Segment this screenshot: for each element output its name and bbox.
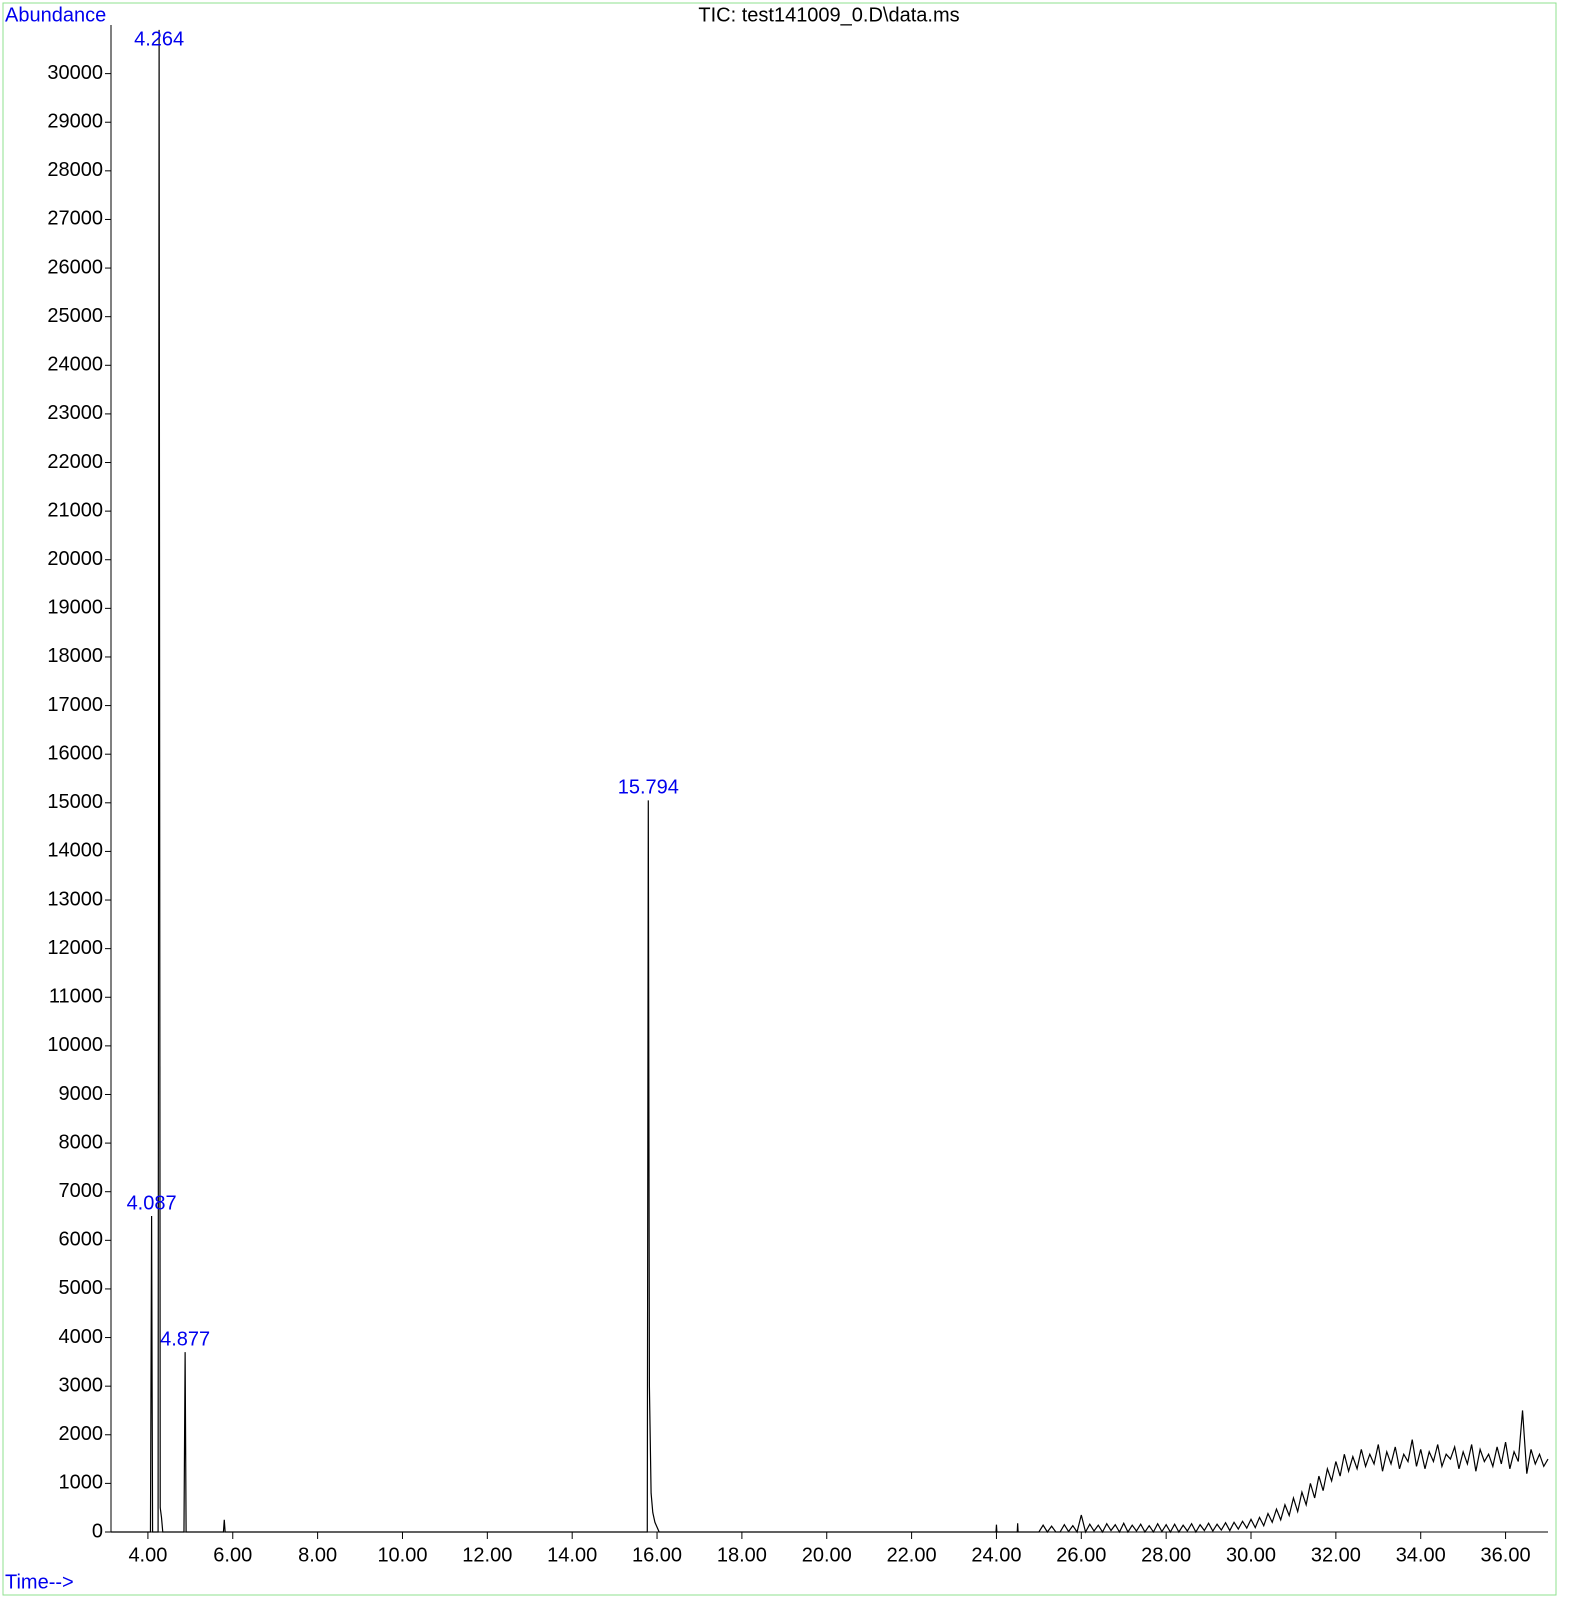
- x-tick-label: 18.00: [717, 1544, 767, 1566]
- x-tick-label: 8.00: [298, 1544, 337, 1566]
- x-tick-label: 6.00: [213, 1544, 252, 1566]
- y-tick-label: 9000: [59, 1083, 104, 1105]
- x-tick-label: 10.00: [377, 1544, 427, 1566]
- y-tick-label: 7000: [59, 1180, 104, 1202]
- x-tick-label: 22.00: [887, 1544, 937, 1566]
- y-tick-label: 16000: [47, 742, 103, 764]
- y-tick-label: 6000: [59, 1229, 104, 1251]
- y-tick-label: 12000: [47, 937, 103, 959]
- x-tick-label: 14.00: [547, 1544, 597, 1566]
- y-tick-label: 15000: [47, 791, 103, 813]
- y-tick-label: 5000: [59, 1277, 104, 1299]
- y-tick-label: 17000: [47, 694, 103, 716]
- y-tick-label: 3000: [59, 1374, 104, 1396]
- x-tick-label: 24.00: [971, 1544, 1021, 1566]
- y-tick-label: 8000: [59, 1131, 104, 1153]
- frame: [2, 2, 1557, 1596]
- y-tick-label: 27000: [47, 208, 103, 230]
- y-tick-label: 14000: [47, 840, 103, 862]
- x-tick-label: 16.00: [632, 1544, 682, 1566]
- x-tick-label: 26.00: [1056, 1544, 1106, 1566]
- y-axis-label: Abundance: [5, 4, 106, 26]
- y-tick-label: 11000: [49, 986, 103, 1008]
- chart-title: TIC: test141009_0.D\data.ms: [698, 4, 959, 26]
- y-tick-label: 28000: [47, 159, 103, 181]
- y-tick-label: 21000: [47, 499, 103, 521]
- x-tick-label: 28.00: [1141, 1544, 1191, 1566]
- y-tick-label: 30000: [47, 62, 103, 84]
- y-tick-label: 18000: [47, 645, 103, 667]
- y-tick-label: 2000: [59, 1423, 104, 1445]
- y-tick-label: 26000: [47, 256, 103, 278]
- y-tick-label: 13000: [47, 888, 103, 910]
- peak-label: 15.794: [618, 777, 679, 799]
- y-tick-label: 22000: [47, 451, 103, 473]
- x-tick-label: 32.00: [1311, 1544, 1361, 1566]
- x-tick-label: 30.00: [1226, 1544, 1276, 1566]
- peak-label: 4.877: [160, 1328, 210, 1350]
- x-tick-label: 4.00: [128, 1544, 167, 1566]
- y-tick-label: 20000: [47, 548, 103, 570]
- y-tick-label: 10000: [47, 1034, 103, 1056]
- x-tick-label: 12.00: [462, 1544, 512, 1566]
- x-tick-label: 20.00: [802, 1544, 852, 1566]
- peak-label: 4.087: [127, 1192, 177, 1214]
- peak-label: 4.264: [134, 28, 184, 50]
- y-tick-label: 19000: [47, 597, 103, 619]
- y-tick-label: 25000: [47, 305, 103, 327]
- y-tick-label: 23000: [47, 402, 103, 424]
- x-tick-label: 36.00: [1481, 1544, 1531, 1566]
- x-axis-label: Time-->: [5, 1571, 74, 1593]
- y-tick-label: 4000: [59, 1326, 104, 1348]
- trace: [111, 29, 1549, 1534]
- y-tick-label: 0: [92, 1520, 103, 1542]
- x-tick-label: 34.00: [1396, 1544, 1446, 1566]
- y-tick-label: 1000: [59, 1472, 104, 1494]
- y-tick-label: 29000: [47, 111, 103, 133]
- y-tick-label: 24000: [47, 354, 103, 376]
